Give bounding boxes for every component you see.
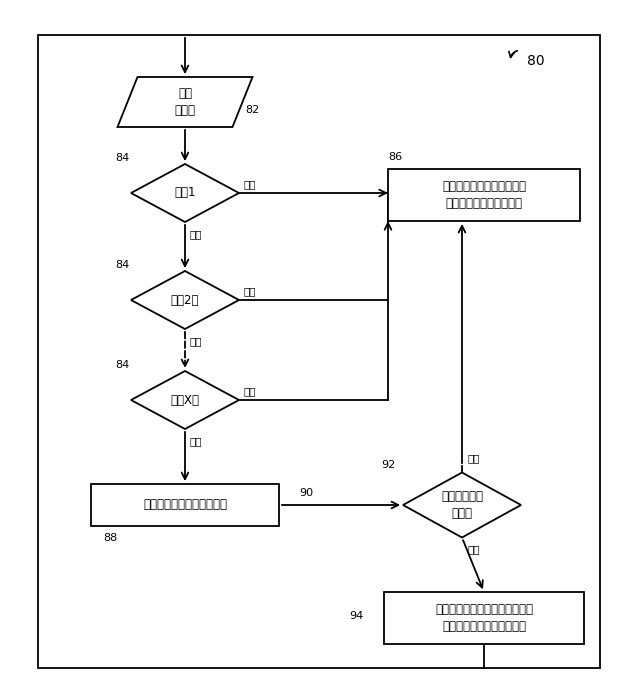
Text: 84: 84 bbox=[115, 260, 129, 270]
Text: 治療が容認可能であったこ
とを示す画面を表示する: 治療が容認可能であったこ とを示す画面を表示する bbox=[442, 180, 526, 210]
Text: 失敗: 失敗 bbox=[189, 229, 202, 239]
Polygon shape bbox=[118, 77, 253, 127]
Text: 失敗: 失敗 bbox=[467, 545, 479, 554]
Bar bbox=[91, 484, 279, 526]
Text: 失敗: 失敗 bbox=[189, 336, 202, 346]
Text: 治療が期待通りに進まなかった
ことを示す画面を表示する: 治療が期待通りに進まなかった ことを示す画面を表示する bbox=[435, 603, 533, 633]
Text: 治療
データ: 治療 データ bbox=[175, 87, 195, 117]
Text: 失敗: 失敗 bbox=[243, 386, 255, 396]
Text: 82: 82 bbox=[246, 105, 260, 115]
Text: 基準2，: 基準2， bbox=[171, 294, 199, 306]
Text: 86: 86 bbox=[388, 152, 402, 162]
Polygon shape bbox=[403, 473, 521, 538]
Text: 84: 84 bbox=[115, 153, 129, 163]
Text: 合格: 合格 bbox=[243, 286, 255, 296]
Text: 84: 84 bbox=[115, 360, 129, 370]
Polygon shape bbox=[131, 371, 239, 429]
Bar bbox=[38, 35, 600, 668]
Text: 92: 92 bbox=[381, 459, 396, 470]
Polygon shape bbox=[131, 271, 239, 329]
Text: 分析し、スコアを生成する: 分析し、スコアを生成する bbox=[143, 498, 227, 512]
Polygon shape bbox=[131, 164, 239, 222]
Text: 88: 88 bbox=[103, 533, 117, 543]
Text: スコアを評価
する？: スコアを評価 する？ bbox=[441, 490, 483, 520]
Text: 90: 90 bbox=[299, 488, 313, 498]
Bar bbox=[388, 169, 580, 221]
Text: 合格: 合格 bbox=[243, 179, 255, 189]
Text: 94: 94 bbox=[349, 611, 364, 621]
Text: 合格: 合格 bbox=[467, 454, 479, 463]
Text: 基準1: 基準1 bbox=[174, 187, 196, 199]
Bar bbox=[384, 592, 584, 644]
Text: 合格: 合格 bbox=[189, 436, 202, 446]
Text: 80: 80 bbox=[527, 54, 545, 68]
Text: 基準X，: 基準X， bbox=[170, 394, 200, 407]
